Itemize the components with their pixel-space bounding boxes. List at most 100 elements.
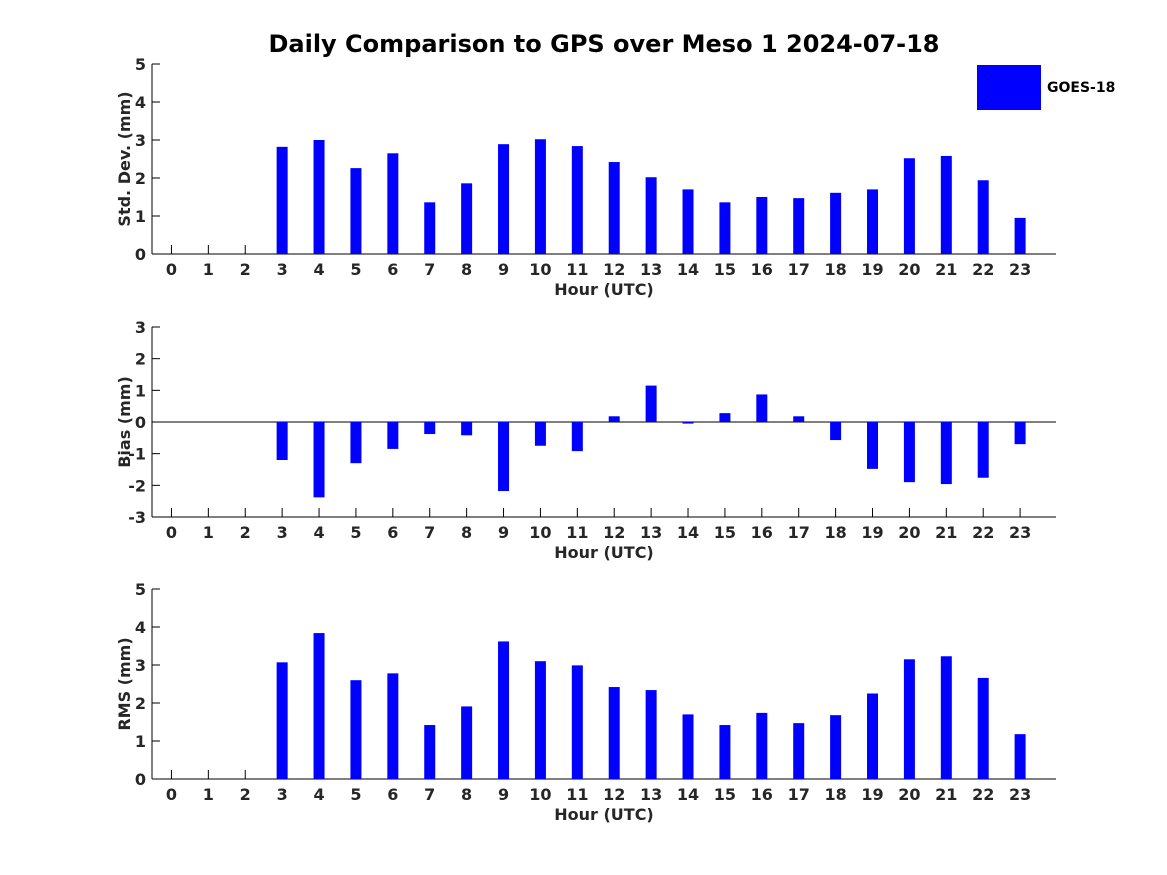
x-tick-label: 21 xyxy=(935,260,957,279)
x-tick-label: 23 xyxy=(1009,523,1031,542)
bar-rms-22 xyxy=(977,677,989,779)
bar-rms-14 xyxy=(682,714,694,779)
x-tick-label: 10 xyxy=(529,523,551,542)
x-tick-label: 6 xyxy=(387,785,398,804)
x-tick-label: 10 xyxy=(529,785,551,804)
y-axis-label: RMS (mm) xyxy=(115,637,134,730)
bar-bias-12 xyxy=(608,416,620,422)
bar-rms-12 xyxy=(608,687,620,779)
x-tick-label: 10 xyxy=(529,260,551,279)
y-tick-label: -1 xyxy=(128,445,146,464)
x-tick-label: 19 xyxy=(861,785,883,804)
x-tick-label: 5 xyxy=(350,260,361,279)
bar-std-dev-9 xyxy=(498,144,510,254)
bar-bias-16 xyxy=(756,394,768,422)
bar-bias-21 xyxy=(940,422,952,485)
legend: GOES-18 xyxy=(977,65,1115,110)
x-tick-label: 7 xyxy=(424,260,435,279)
x-tick-label: 21 xyxy=(935,785,957,804)
x-tick-label: 17 xyxy=(788,523,810,542)
y-tick-label: 4 xyxy=(135,93,146,112)
bar-std-dev-16 xyxy=(756,197,768,254)
bar-bias-22 xyxy=(977,422,989,478)
x-tick-label: 12 xyxy=(603,785,625,804)
x-tick-label: 16 xyxy=(751,785,773,804)
bar-std-dev-21 xyxy=(940,155,952,254)
bar-std-dev-18 xyxy=(830,192,842,254)
bar-std-dev-7 xyxy=(424,202,436,254)
x-tick-label: 8 xyxy=(461,785,472,804)
bar-bias-13 xyxy=(645,385,657,422)
bar-std-dev-3 xyxy=(276,146,288,254)
bar-bias-4 xyxy=(313,422,325,498)
x-tick-label: 20 xyxy=(898,260,920,279)
x-tick-label: 4 xyxy=(313,523,324,542)
bar-bias-7 xyxy=(424,422,436,435)
bar-std-dev-19 xyxy=(867,189,879,254)
x-tick-label: 14 xyxy=(677,260,699,279)
x-tick-label: 3 xyxy=(277,260,288,279)
x-tick-label: 15 xyxy=(714,785,736,804)
y-tick-label: 1 xyxy=(135,381,146,400)
bar-std-dev-23 xyxy=(1014,217,1026,254)
bar-rms-10 xyxy=(534,661,546,779)
bar-bias-23 xyxy=(1014,422,1026,445)
x-tick-label: 19 xyxy=(861,523,883,542)
y-tick-label: -3 xyxy=(128,508,146,527)
x-tick-label: 5 xyxy=(350,523,361,542)
x-tick-label: 18 xyxy=(824,523,846,542)
bar-rms-20 xyxy=(903,659,915,779)
x-tick-label: 21 xyxy=(935,523,957,542)
bar-std-dev-4 xyxy=(313,140,325,254)
bar-rms-13 xyxy=(645,690,657,779)
y-tick-label: 5 xyxy=(135,580,146,599)
y-tick-label: 0 xyxy=(135,770,146,789)
bar-rms-18 xyxy=(830,715,842,779)
x-tick-label: 20 xyxy=(898,785,920,804)
bar-bias-8 xyxy=(461,422,473,436)
x-tick-label: 2 xyxy=(240,260,251,279)
y-tick-label: 3 xyxy=(135,318,146,337)
x-tick-label: 11 xyxy=(566,260,588,279)
y-tick-label: 1 xyxy=(135,732,146,751)
bar-bias-6 xyxy=(387,422,399,449)
x-tick-label: 16 xyxy=(751,260,773,279)
y-tick-label: 0 xyxy=(135,245,146,264)
bar-std-dev-14 xyxy=(682,189,694,254)
legend-label: GOES-18 xyxy=(1047,80,1115,96)
bar-std-dev-11 xyxy=(571,146,583,254)
y-tick-label: 0 xyxy=(135,413,146,432)
bar-std-dev-10 xyxy=(534,139,546,254)
x-tick-label: 1 xyxy=(203,523,214,542)
bar-rms-6 xyxy=(387,673,399,779)
bar-rms-15 xyxy=(719,725,731,779)
x-tick-label: 12 xyxy=(603,523,625,542)
bar-bias-20 xyxy=(903,422,915,483)
bar-rms-4 xyxy=(313,633,325,779)
bar-bias-14 xyxy=(682,422,694,424)
x-tick-label: 1 xyxy=(203,785,214,804)
bar-std-dev-6 xyxy=(387,153,399,254)
y-tick-label: 2 xyxy=(135,169,146,188)
bar-rms-8 xyxy=(461,706,473,779)
bar-bias-10 xyxy=(534,422,546,446)
x-tick-label: 3 xyxy=(277,523,288,542)
x-tick-label: 9 xyxy=(498,260,509,279)
y-tick-label: 2 xyxy=(135,694,146,713)
bar-bias-11 xyxy=(571,422,583,452)
chart-title: Daily Comparison to GPS over Meso 1 2024… xyxy=(268,30,939,58)
x-tick-label: 11 xyxy=(566,785,588,804)
bar-std-dev-12 xyxy=(608,162,620,254)
bar-bias-19 xyxy=(867,422,879,469)
bar-std-dev-8 xyxy=(461,183,473,254)
y-tick-label: 1 xyxy=(135,207,146,226)
legend-swatch xyxy=(977,65,1041,110)
y-tick-label: 3 xyxy=(135,131,146,150)
x-tick-label: 9 xyxy=(498,785,509,804)
x-axis-label: Hour (UTC) xyxy=(554,805,654,824)
x-tick-label: 14 xyxy=(677,785,699,804)
y-tick-label: 2 xyxy=(135,350,146,369)
